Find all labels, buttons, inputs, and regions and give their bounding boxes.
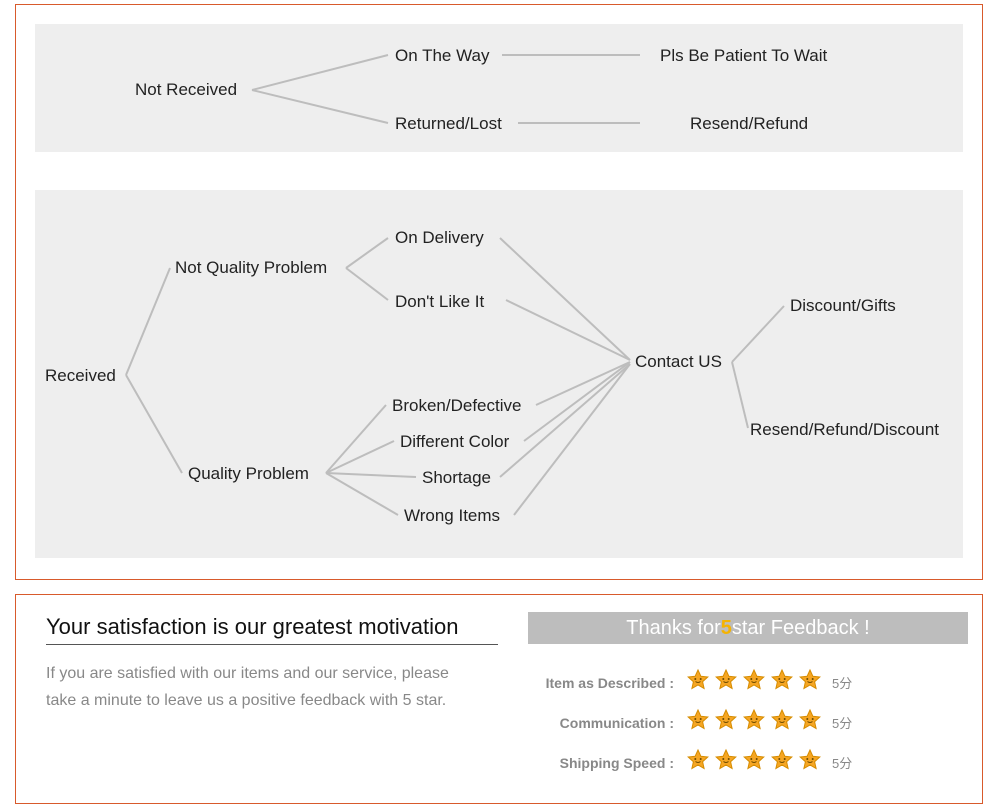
rating-stars — [686, 668, 822, 697]
flow-node-discount-gifts: Discount/Gifts — [790, 296, 896, 316]
star-icon — [798, 748, 822, 777]
flow-node-returned-lost: Returned/Lost — [395, 114, 502, 134]
flow-node-diff-color: Different Color — [400, 432, 509, 452]
rating-row: Shipping Speed : 5分 — [534, 748, 852, 777]
rating-score: 5分 — [832, 673, 852, 692]
rating-score: 5分 — [832, 753, 852, 772]
rating-stars — [686, 748, 822, 777]
flow-node-nqp: Not Quality Problem — [175, 258, 327, 278]
flow-node-rrd: Resend/Refund/Discount — [750, 420, 939, 440]
flow-node-resend-refund: Resend/Refund — [690, 114, 808, 134]
star-icon — [686, 748, 710, 777]
star-icon — [714, 748, 738, 777]
rating-score: 5分 — [832, 713, 852, 732]
rating-stars — [686, 708, 822, 737]
rating-label: Communication : — [534, 715, 674, 731]
flow-node-wrong: Wrong Items — [404, 506, 500, 526]
flow-node-on-delivery: On Delivery — [395, 228, 484, 248]
star-icon — [742, 668, 766, 697]
star-icon — [770, 708, 794, 737]
star-icon — [742, 748, 766, 777]
star-icon — [798, 668, 822, 697]
star-icon — [742, 708, 766, 737]
thanks-pre: Thanks for — [626, 617, 720, 640]
flow-node-shortage: Shortage — [422, 468, 491, 488]
star-icon — [714, 668, 738, 697]
rating-label: Item as Described : — [534, 675, 674, 691]
flow-node-patient: Pls Be Patient To Wait — [660, 46, 827, 66]
flow-node-on-the-way: On The Way — [395, 46, 489, 66]
rating-label: Shipping Speed : — [534, 755, 674, 771]
star-icon — [770, 748, 794, 777]
star-icon — [714, 708, 738, 737]
rating-row: Communication : 5分 — [534, 708, 852, 737]
flow-node-dont-like: Don't Like It — [395, 292, 484, 312]
feedback-heading-underline — [46, 644, 498, 645]
feedback-heading: Your satisfaction is our greatest motiva… — [46, 614, 459, 640]
flow-node-broken: Broken/Defective — [392, 396, 521, 416]
flow-node-contact: Contact US — [635, 352, 722, 372]
thanks-banner: Thanks for 5 star Feedback ! — [528, 612, 968, 644]
flow-node-qp: Quality Problem — [188, 464, 309, 484]
star-icon — [770, 668, 794, 697]
star-icon — [798, 708, 822, 737]
thanks-five: 5 — [721, 617, 732, 640]
flow-node-received: Received — [45, 366, 116, 386]
star-icon — [686, 668, 710, 697]
rating-row: Item as Described : 5分 — [534, 668, 852, 697]
feedback-body-text: If you are satisfied with our items and … — [46, 660, 476, 714]
flow-node-not-received: Not Received — [135, 80, 237, 100]
thanks-post: star Feedback ! — [732, 617, 870, 640]
star-icon — [686, 708, 710, 737]
